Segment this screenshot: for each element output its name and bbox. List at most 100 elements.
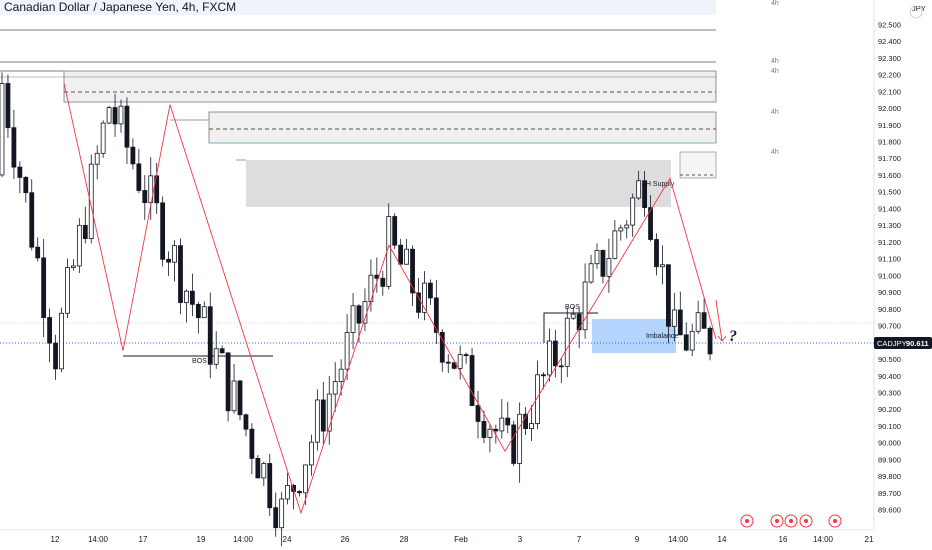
imbalance-label: Imbalance (646, 333, 678, 340)
candle-up (594, 250, 600, 265)
y-tick-label: 90.200 (878, 405, 901, 414)
candle-up (350, 305, 356, 333)
event-icon[interactable] (770, 514, 784, 528)
y-tick-label: 89.700 (878, 489, 901, 498)
candle-down (481, 421, 487, 438)
candle-down (136, 163, 142, 191)
x-tick-label: 14:00 (813, 535, 834, 544)
candle-down (600, 250, 606, 277)
y-tick-label: 90.100 (878, 422, 901, 431)
projection-arrow (715, 299, 727, 342)
candles (0, 72, 713, 547)
supply-zone-recent (679, 151, 717, 179)
candle-up (59, 312, 64, 370)
price-tag-symbol: CADJPY (877, 339, 907, 348)
y-tick-label: 91.800 (878, 138, 901, 147)
candle-up (184, 290, 189, 303)
candle-up (303, 464, 308, 494)
y-tick-label: 91.400 (878, 204, 901, 213)
candle-down (11, 127, 17, 168)
candle-up (308, 441, 314, 466)
x-tick-label: 28 (400, 535, 409, 544)
candle-down (17, 166, 23, 178)
candle-down (576, 313, 582, 331)
x-tick-label: 21 (865, 535, 874, 544)
y-tick-label: 89.600 (878, 506, 901, 515)
event-icons[interactable] (740, 514, 842, 528)
candle-down (654, 239, 659, 268)
zigzag-line (63, 82, 717, 515)
candle-down (475, 405, 481, 422)
candle-up (94, 152, 100, 165)
candle-down (493, 428, 499, 432)
timeframe-label: 4h (771, 68, 779, 75)
event-icon-dot (833, 519, 837, 523)
x-tick-label: 24 (283, 535, 292, 544)
candle-down (160, 202, 166, 260)
y-tick-label: 92.100 (878, 87, 901, 96)
candle-down (207, 306, 213, 365)
candle-down (398, 244, 404, 265)
timeframe-label: 4h (771, 109, 779, 116)
candle-up (261, 463, 267, 479)
y-tick-label: 90.800 (878, 305, 901, 314)
y-tick-label: 91.100 (878, 255, 901, 264)
candle-up (314, 399, 320, 443)
candle-down (677, 309, 683, 336)
y-tick-label: 92.300 (878, 54, 901, 63)
supply-zone-mid (208, 111, 717, 144)
candle-down (23, 177, 29, 194)
candle-up (172, 245, 177, 263)
timeframe-label: 4h (771, 0, 779, 7)
candle-down (445, 361, 451, 364)
candle-up (612, 230, 618, 259)
y-tick-label: 91.000 (878, 271, 901, 280)
candle-down (237, 380, 243, 416)
y-tick-label: 92.500 (878, 20, 901, 29)
candle-up (362, 301, 368, 324)
event-icon[interactable] (799, 514, 813, 528)
candle-down (523, 413, 528, 430)
event-icon[interactable] (784, 514, 798, 528)
x-tick-label: 17 (139, 535, 148, 544)
candle-down (53, 342, 58, 370)
candle-down (416, 292, 421, 313)
candle-up (404, 248, 410, 265)
candle-up (570, 313, 576, 319)
candle-down (249, 428, 255, 459)
x-tick-label: 12 (51, 535, 60, 544)
candle-down (267, 463, 273, 509)
candle-up (457, 354, 463, 369)
supply-label: 4H Supply (642, 181, 675, 188)
candle-up (660, 264, 665, 268)
question-marker: ? (729, 328, 737, 345)
candle-down (178, 245, 183, 303)
candle-up (671, 309, 677, 327)
candle-up (213, 348, 219, 365)
y-tick-label: 90.700 (878, 322, 901, 331)
candle-down (410, 248, 415, 294)
candle-up (201, 306, 207, 319)
y-tick-label: 91.500 (878, 188, 901, 197)
x-tick-label: 9 (635, 535, 640, 544)
bos-label-2: BOS (565, 304, 580, 311)
candle-down (219, 348, 225, 354)
candle-down (642, 180, 647, 208)
supply-zone-4h (246, 160, 671, 207)
candle-up (547, 340, 552, 376)
candle-up (326, 393, 332, 432)
x-tick-label: 26 (341, 535, 350, 544)
candle-up (148, 175, 154, 204)
candle-up (71, 265, 76, 268)
candle-up (618, 227, 624, 232)
x-tick-label: 14:00 (233, 535, 254, 544)
y-tick-label: 91.300 (878, 221, 901, 230)
event-icon[interactable] (740, 514, 754, 528)
candle-down (433, 297, 439, 333)
event-icon[interactable] (828, 514, 842, 528)
bos-label-1: BOS (192, 358, 207, 365)
y-tick-label: 90.400 (878, 372, 901, 381)
candle-down (112, 107, 118, 125)
y-tick-label: 91.900 (878, 121, 901, 130)
y-tick-label: 92.200 (878, 71, 901, 80)
